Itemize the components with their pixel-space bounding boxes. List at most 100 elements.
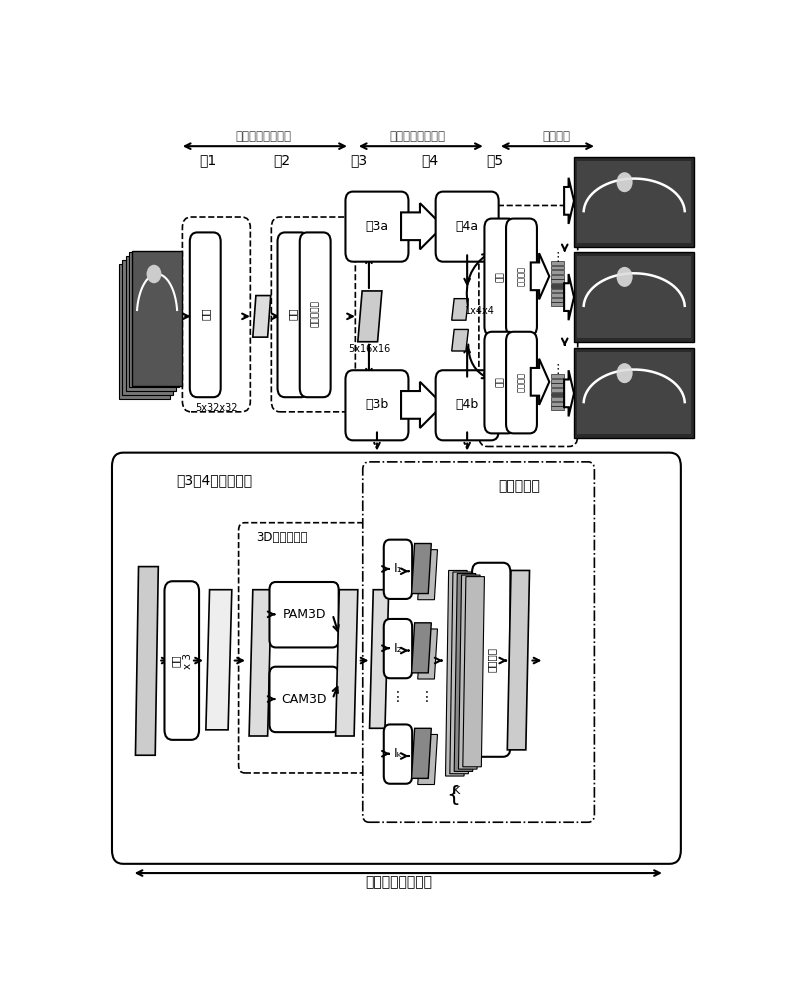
- Text: I₂: I₂: [394, 642, 402, 655]
- FancyBboxPatch shape: [183, 217, 250, 412]
- Text: 瓶颈单元: 瓶颈单元: [486, 647, 497, 672]
- Text: 块4a: 块4a: [456, 220, 479, 233]
- FancyBboxPatch shape: [383, 540, 412, 599]
- Polygon shape: [336, 590, 358, 736]
- Bar: [577, 256, 691, 338]
- Text: 分类阶段: 分类阶段: [543, 130, 571, 143]
- FancyBboxPatch shape: [269, 582, 339, 647]
- FancyBboxPatch shape: [436, 370, 499, 440]
- Bar: [551, 275, 564, 279]
- Polygon shape: [564, 274, 574, 320]
- Circle shape: [617, 363, 633, 383]
- Text: I₁: I₁: [394, 562, 402, 575]
- Bar: [551, 402, 564, 406]
- Text: CAM3D: CAM3D: [281, 693, 327, 706]
- Bar: [551, 284, 564, 288]
- FancyBboxPatch shape: [300, 232, 331, 397]
- Bar: [551, 379, 564, 383]
- Text: 卷积: 卷积: [288, 308, 298, 320]
- Polygon shape: [508, 570, 529, 750]
- Bar: [132, 251, 183, 386]
- Text: 卷积
x 3: 卷积 x 3: [171, 653, 193, 669]
- Bar: [551, 261, 564, 265]
- FancyBboxPatch shape: [383, 619, 412, 678]
- Polygon shape: [411, 544, 431, 594]
- Text: 块1: 块1: [199, 153, 216, 167]
- Text: 块3a: 块3a: [365, 220, 388, 233]
- Bar: [126, 256, 176, 391]
- Polygon shape: [370, 590, 389, 728]
- Text: 注意力多尺度模块: 注意力多尺度模块: [366, 875, 433, 889]
- FancyBboxPatch shape: [485, 219, 516, 336]
- Text: {: {: [446, 785, 460, 805]
- Bar: [551, 374, 564, 378]
- Polygon shape: [458, 575, 480, 769]
- FancyBboxPatch shape: [363, 462, 595, 822]
- FancyBboxPatch shape: [190, 232, 221, 397]
- Text: 多尺度模块: 多尺度模块: [311, 301, 320, 327]
- Polygon shape: [463, 577, 485, 767]
- Text: ⋮: ⋮: [551, 363, 563, 376]
- FancyBboxPatch shape: [472, 563, 510, 757]
- Bar: [551, 279, 564, 283]
- Polygon shape: [253, 296, 271, 337]
- FancyBboxPatch shape: [506, 219, 537, 336]
- Bar: [551, 406, 564, 410]
- Text: 块3b: 块3b: [365, 398, 389, 411]
- Text: PAM3D: PAM3D: [282, 608, 326, 621]
- FancyBboxPatch shape: [271, 217, 355, 412]
- Text: ⋮: ⋮: [420, 690, 434, 704]
- Text: 卷积: 卷积: [496, 376, 505, 387]
- Bar: [120, 264, 170, 399]
- Bar: [577, 161, 691, 243]
- Polygon shape: [452, 299, 469, 320]
- Text: 全连接层: 全连接层: [517, 266, 526, 286]
- FancyBboxPatch shape: [238, 523, 367, 773]
- Text: 卷积: 卷积: [496, 271, 505, 282]
- FancyBboxPatch shape: [112, 453, 681, 864]
- Bar: [574, 157, 694, 247]
- Polygon shape: [249, 590, 271, 736]
- FancyBboxPatch shape: [506, 332, 537, 433]
- FancyBboxPatch shape: [269, 667, 339, 732]
- Bar: [128, 252, 179, 387]
- Text: ⋮: ⋮: [551, 251, 563, 264]
- FancyBboxPatch shape: [479, 205, 578, 446]
- Bar: [574, 348, 694, 438]
- Bar: [551, 266, 564, 269]
- Bar: [551, 393, 564, 396]
- Text: 1x4x4: 1x4x4: [465, 306, 494, 316]
- Text: 块4: 块4: [422, 153, 438, 167]
- Bar: [574, 252, 694, 342]
- Polygon shape: [531, 253, 549, 299]
- Text: 块3: 块3: [351, 153, 367, 167]
- Polygon shape: [531, 359, 549, 405]
- Text: 3D注意力模块: 3D注意力模块: [256, 531, 308, 544]
- Polygon shape: [564, 178, 574, 224]
- Bar: [551, 298, 564, 302]
- FancyBboxPatch shape: [164, 581, 199, 740]
- Polygon shape: [401, 382, 443, 428]
- FancyBboxPatch shape: [345, 192, 408, 262]
- Text: 多尺度模块: 多尺度模块: [499, 479, 540, 493]
- Text: Iₖ: Iₖ: [394, 747, 402, 760]
- Text: ⋮: ⋮: [391, 690, 405, 704]
- Circle shape: [147, 265, 161, 283]
- Text: 卷积: 卷积: [200, 308, 210, 320]
- Bar: [551, 293, 564, 297]
- Polygon shape: [446, 570, 467, 776]
- Polygon shape: [564, 370, 574, 416]
- Text: 块2: 块2: [273, 153, 290, 167]
- Bar: [551, 388, 564, 392]
- FancyBboxPatch shape: [345, 370, 408, 440]
- Bar: [551, 302, 564, 306]
- Polygon shape: [418, 550, 438, 600]
- Polygon shape: [450, 572, 472, 774]
- Text: 全连接层: 全连接层: [517, 372, 526, 392]
- Circle shape: [617, 172, 633, 192]
- Text: 块5: 块5: [486, 153, 504, 167]
- Bar: [551, 270, 564, 274]
- FancyBboxPatch shape: [383, 724, 412, 784]
- Text: 低级特征提取阶段: 低级特征提取阶段: [235, 130, 292, 143]
- Bar: [577, 352, 691, 434]
